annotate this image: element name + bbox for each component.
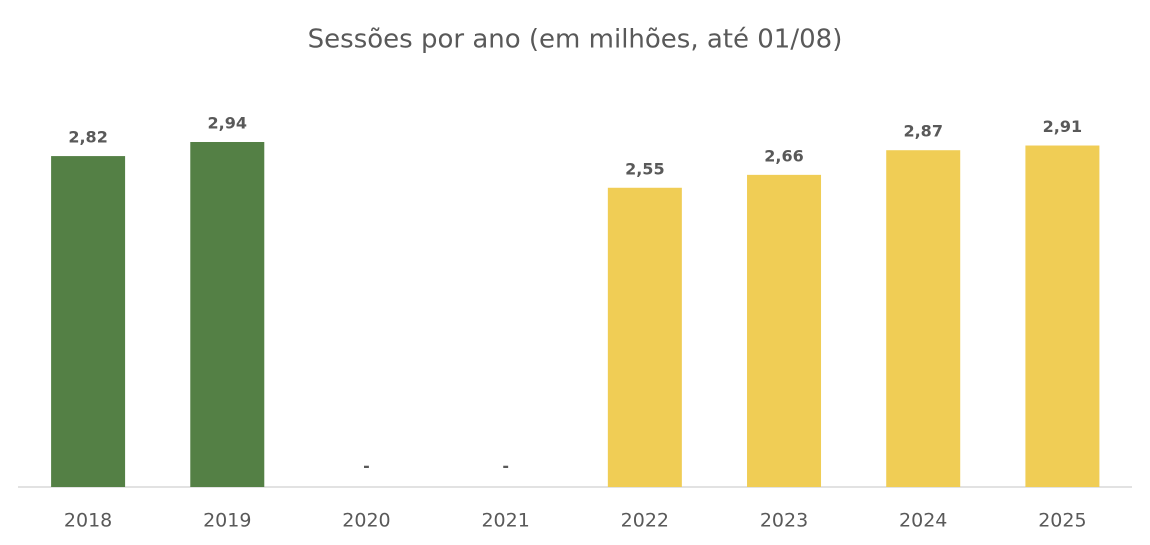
data-label: - <box>363 457 370 476</box>
x-tick-label: 2024 <box>899 510 947 532</box>
data-label: 2,55 <box>625 159 664 178</box>
data-label: 2,87 <box>903 122 942 141</box>
bar <box>886 150 961 487</box>
data-label: 2,82 <box>68 128 107 147</box>
x-tick-label: 2020 <box>342 510 390 532</box>
x-tick-label: 2021 <box>481 510 529 532</box>
bar <box>190 142 265 487</box>
bar <box>1025 145 1100 488</box>
data-label: 2,91 <box>1043 117 1082 136</box>
data-label: - <box>502 457 509 476</box>
x-tick-label: 2022 <box>621 510 669 532</box>
data-label: 2,66 <box>764 146 803 165</box>
bar <box>747 174 822 487</box>
x-tick-label: 2023 <box>760 510 808 532</box>
bar <box>51 156 126 487</box>
data-label: 2,94 <box>208 114 247 133</box>
chart-title: Sessões por ano (em milhões, até 01/08) <box>308 25 843 55</box>
x-tick-label: 2018 <box>64 510 112 532</box>
x-tick-label: 2025 <box>1038 510 1086 532</box>
x-tick-label: 2019 <box>203 510 251 532</box>
bar <box>607 187 682 487</box>
